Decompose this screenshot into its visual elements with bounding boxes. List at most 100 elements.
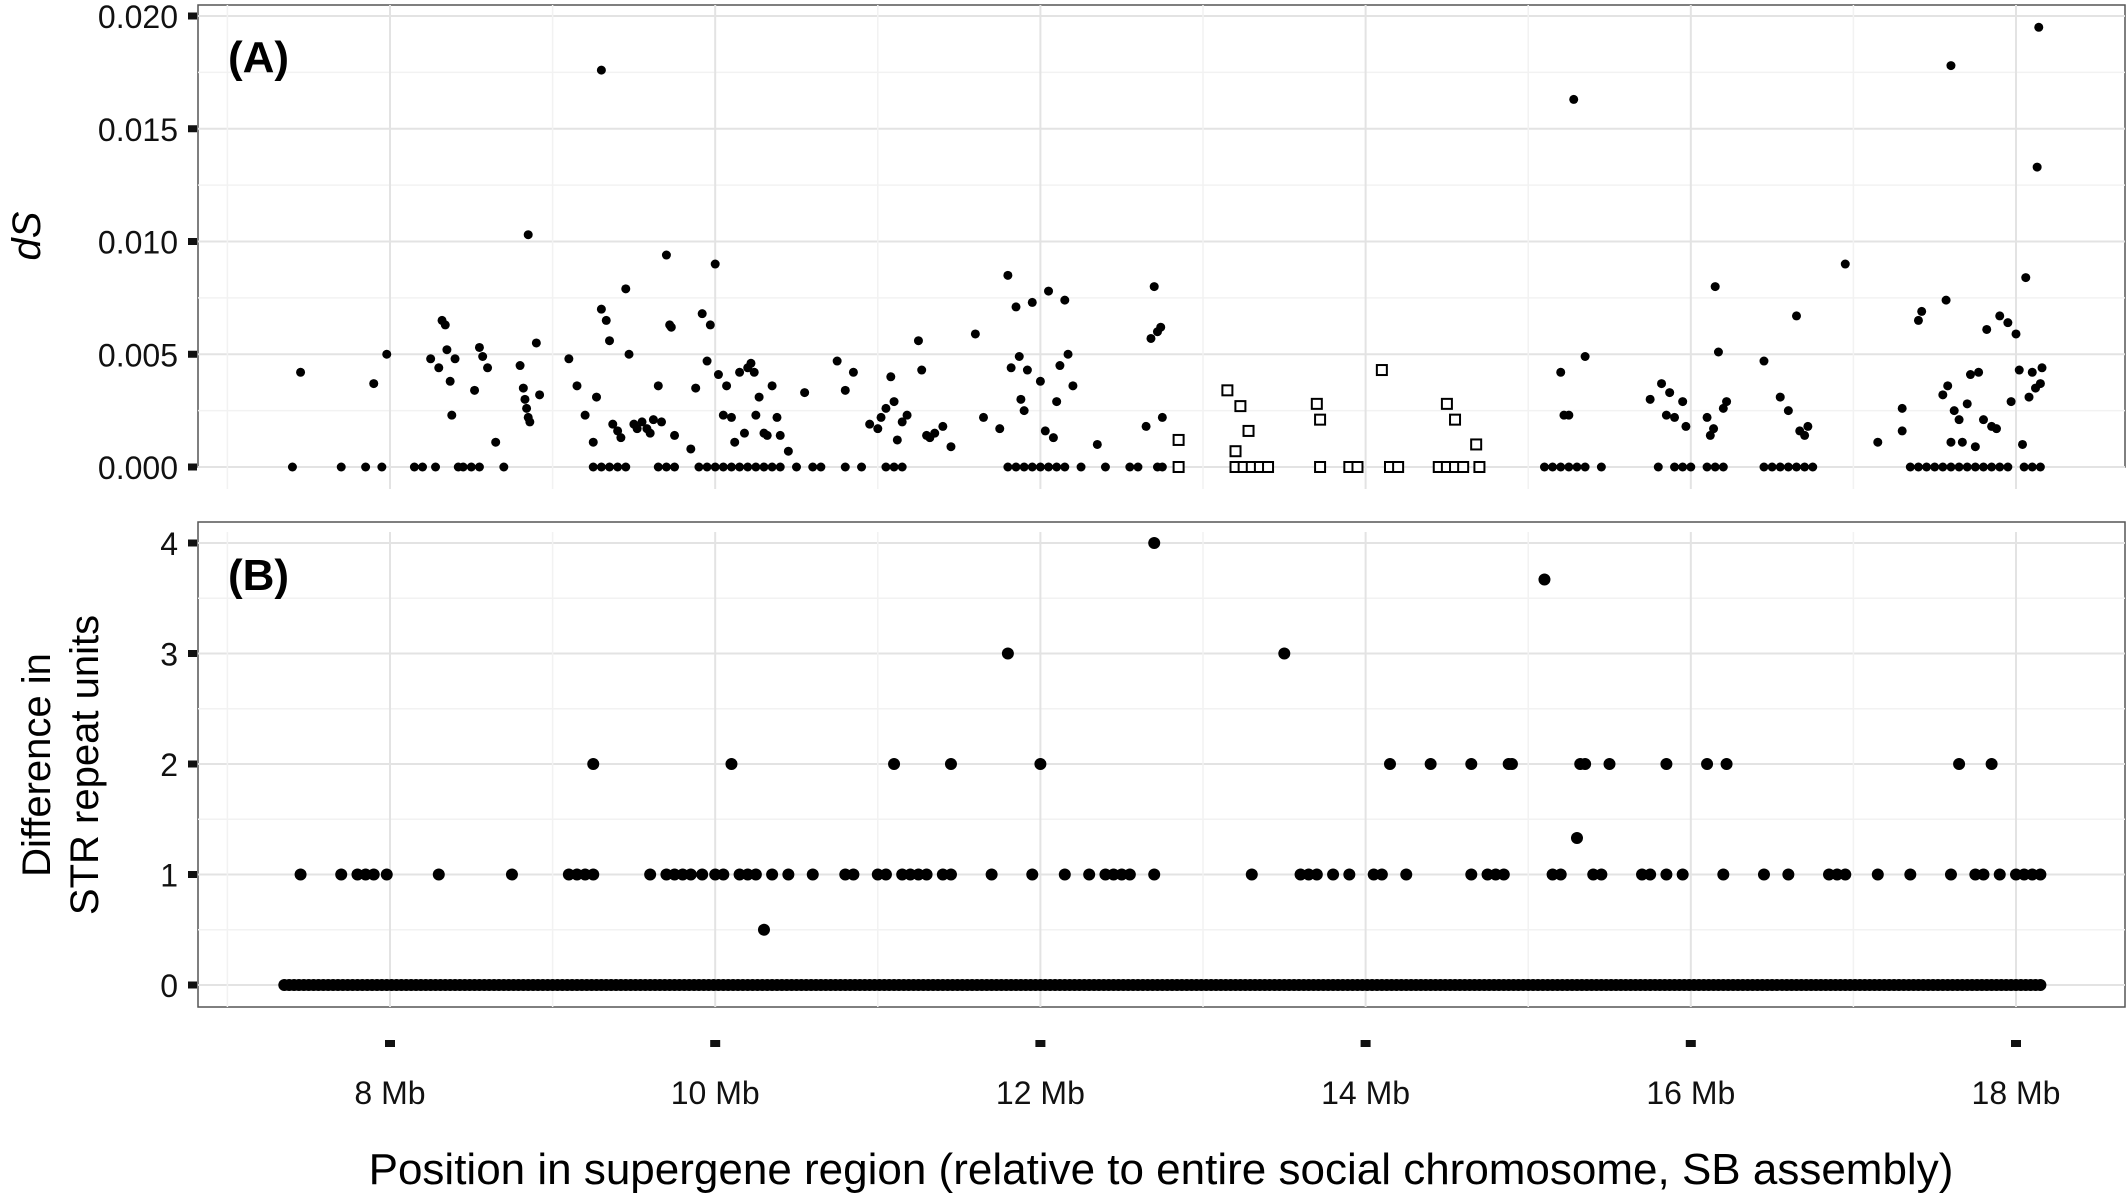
data-point	[783, 446, 793, 456]
data-point	[1580, 352, 1590, 362]
data-point	[1782, 868, 1795, 881]
y-tick-mark	[188, 125, 197, 133]
data-point	[1974, 367, 1984, 377]
data-point	[1965, 370, 1975, 380]
data-point	[1262, 461, 1275, 473]
data-point	[1702, 462, 1712, 472]
y-tick-label: 0.005	[98, 337, 178, 373]
data-point	[1681, 421, 1691, 431]
data-point	[1157, 412, 1167, 422]
data-point	[1897, 403, 1907, 413]
data-point	[766, 868, 779, 881]
x-tick-label: 10 Mb	[671, 1075, 760, 1111]
data-point	[361, 462, 371, 472]
data-point	[1035, 462, 1045, 472]
data-point	[1123, 868, 1136, 881]
data-point	[596, 462, 606, 472]
data-point	[775, 430, 785, 440]
data-point	[2006, 397, 2016, 407]
x-axis-label: Position in supergene region (relative t…	[369, 1145, 1954, 1194]
data-point	[1001, 647, 1014, 660]
data-point	[426, 354, 436, 364]
data-point	[1006, 363, 1016, 373]
data-point	[1457, 461, 1470, 473]
data-point	[772, 412, 782, 422]
data-point	[865, 419, 875, 429]
data-point	[1058, 868, 1071, 881]
data-point	[1676, 868, 1689, 881]
data-point	[666, 322, 676, 332]
data-point	[684, 868, 697, 881]
data-point	[1791, 462, 1801, 472]
data-point	[1705, 430, 1715, 440]
data-point	[1133, 462, 1143, 472]
data-point	[1665, 388, 1675, 398]
x-tick-mark	[385, 1040, 395, 1047]
data-point	[726, 462, 736, 472]
y-tick-mark	[188, 650, 197, 657]
data-point	[2035, 462, 2045, 472]
x-tick-mark	[710, 1040, 721, 1047]
y-tick-label: 0.020	[98, 0, 178, 35]
data-point	[1800, 430, 1810, 440]
data-point	[1100, 462, 1110, 472]
data-point	[2034, 22, 2044, 32]
y-tick-label: 2	[160, 747, 178, 783]
data-point	[369, 379, 379, 389]
data-point	[1759, 356, 1769, 366]
data-point	[1970, 442, 1980, 452]
data-point	[743, 462, 753, 472]
data-point	[1873, 437, 1883, 447]
data-point	[1245, 868, 1258, 881]
data-point	[1440, 397, 1453, 410]
data-point	[1083, 868, 1096, 881]
data-point	[632, 424, 642, 434]
data-point	[653, 381, 663, 391]
data-point	[601, 315, 611, 325]
data-point	[1310, 868, 1323, 881]
data-point	[1497, 868, 1510, 881]
data-point	[535, 390, 545, 400]
data-point	[938, 421, 948, 431]
data-point	[588, 437, 598, 447]
y-tick-label: 0.015	[98, 112, 178, 148]
data-point	[694, 462, 704, 472]
data-point	[1913, 462, 1923, 472]
data-point	[505, 868, 518, 881]
data-point	[800, 388, 810, 398]
data-point	[531, 338, 541, 348]
data-point	[1060, 462, 1070, 472]
data-point	[409, 462, 419, 472]
data-point	[1052, 397, 1062, 407]
data-point	[1011, 302, 1021, 312]
data-point	[1657, 379, 1667, 389]
data-point	[367, 868, 380, 881]
data-point	[588, 462, 598, 472]
data-point	[1076, 462, 1086, 472]
data-point	[808, 462, 818, 472]
data-point	[691, 383, 701, 393]
data-point	[1055, 361, 1065, 371]
y-tick-label: 0.010	[98, 225, 178, 261]
data-point	[1718, 462, 1728, 472]
data-point	[1351, 461, 1364, 473]
data-point	[1978, 462, 1988, 472]
data-point	[1644, 868, 1657, 881]
data-point	[1048, 433, 1058, 443]
data-point	[881, 403, 891, 413]
data-point	[1978, 415, 1988, 425]
data-point	[624, 349, 634, 359]
data-point	[873, 424, 883, 434]
data-point	[722, 381, 732, 391]
data-point	[1995, 462, 2005, 472]
data-point	[1595, 868, 1608, 881]
data-point	[1897, 426, 1907, 436]
data-point	[1035, 376, 1045, 386]
data-point	[1957, 437, 1967, 447]
data-point	[1645, 394, 1655, 404]
data-point	[596, 304, 606, 314]
data-point	[1034, 758, 1047, 770]
data-point	[902, 410, 912, 420]
data-point	[1905, 462, 1915, 472]
data-point	[613, 462, 623, 472]
